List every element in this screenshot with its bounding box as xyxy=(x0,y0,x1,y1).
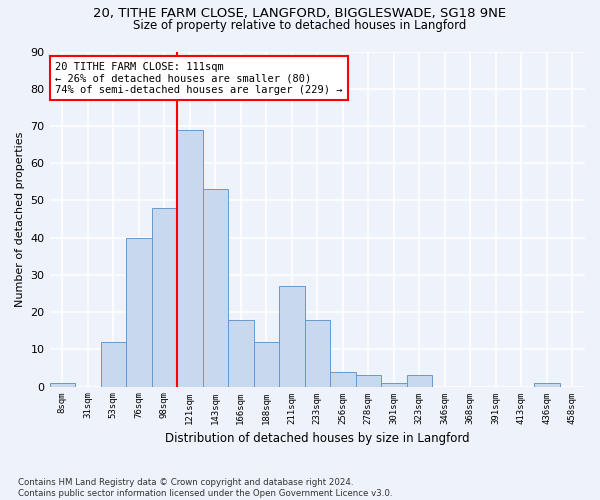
Bar xyxy=(279,286,305,386)
Bar xyxy=(50,383,75,386)
Y-axis label: Number of detached properties: Number of detached properties xyxy=(15,132,25,306)
Text: 20 TITHE FARM CLOSE: 111sqm
← 26% of detached houses are smaller (80)
74% of sem: 20 TITHE FARM CLOSE: 111sqm ← 26% of det… xyxy=(55,62,343,95)
Bar xyxy=(126,238,152,386)
Bar xyxy=(305,320,330,386)
Bar xyxy=(101,342,126,386)
Bar xyxy=(407,376,432,386)
Bar xyxy=(228,320,254,386)
Text: 20, TITHE FARM CLOSE, LANGFORD, BIGGLESWADE, SG18 9NE: 20, TITHE FARM CLOSE, LANGFORD, BIGGLESW… xyxy=(94,8,506,20)
X-axis label: Distribution of detached houses by size in Langford: Distribution of detached houses by size … xyxy=(165,432,470,445)
Bar xyxy=(356,376,381,386)
Text: Contains HM Land Registry data © Crown copyright and database right 2024.
Contai: Contains HM Land Registry data © Crown c… xyxy=(18,478,392,498)
Bar xyxy=(534,383,560,386)
Bar xyxy=(177,130,203,386)
Bar xyxy=(152,208,177,386)
Bar xyxy=(381,383,407,386)
Bar xyxy=(330,372,356,386)
Bar xyxy=(254,342,279,386)
Bar xyxy=(203,189,228,386)
Text: Size of property relative to detached houses in Langford: Size of property relative to detached ho… xyxy=(133,19,467,32)
